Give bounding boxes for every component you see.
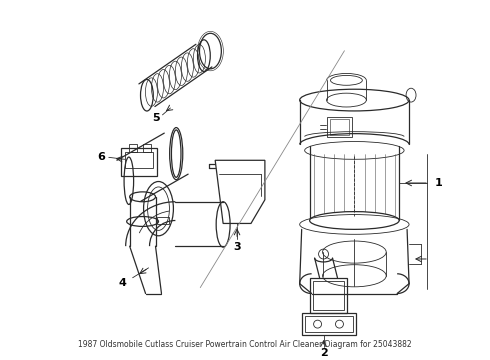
Bar [326,117,352,136]
Bar [157,217,170,224]
Ellipse shape [310,212,399,229]
Text: 1987 Oldsmobile Cutlass Cruiser Powertrain Control Air Cleaner Diagram for 25043: 1987 Oldsmobile Cutlass Cruiser Powertra… [78,340,412,349]
Bar [305,316,353,332]
Bar [302,313,356,335]
Text: 5: 5 [152,113,159,123]
Bar [329,119,349,135]
Bar [124,152,152,168]
Bar [313,281,344,310]
Bar [310,278,347,313]
Text: 2: 2 [319,348,327,358]
Text: 3: 3 [233,242,241,252]
Text: 4: 4 [119,278,126,288]
Text: 1: 1 [435,178,443,188]
Bar [121,148,156,176]
Bar [129,144,137,152]
Bar [143,144,150,152]
Text: 6: 6 [97,152,105,162]
